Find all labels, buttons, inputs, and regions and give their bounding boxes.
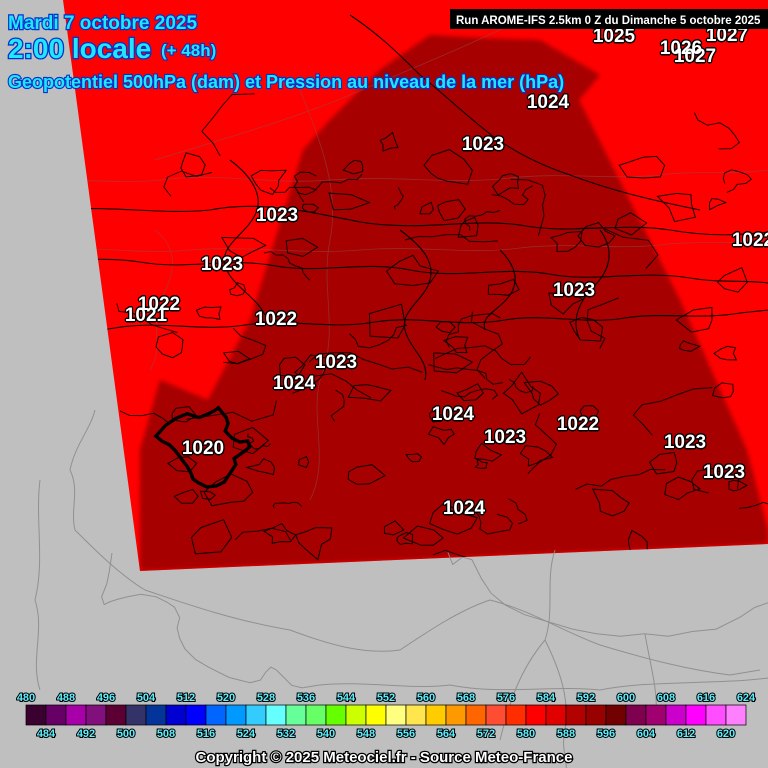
svg-text:616: 616 (697, 692, 715, 704)
svg-text:1023: 1023 (703, 462, 745, 483)
svg-text:488: 488 (57, 692, 75, 704)
svg-text:520: 520 (217, 692, 235, 704)
svg-text:528: 528 (257, 692, 275, 704)
svg-text:532: 532 (277, 728, 295, 740)
svg-text:516: 516 (197, 728, 215, 740)
svg-text:592: 592 (577, 692, 595, 704)
svg-text:512: 512 (177, 692, 195, 704)
svg-text:500: 500 (117, 728, 135, 740)
svg-text:624: 624 (737, 692, 756, 704)
svg-text:604: 604 (637, 728, 656, 740)
svg-text:1022: 1022 (732, 230, 768, 251)
svg-text:1023: 1023 (664, 432, 706, 453)
svg-text:572: 572 (477, 728, 495, 740)
svg-text:508: 508 (157, 728, 175, 740)
svg-text:540: 540 (317, 728, 335, 740)
svg-text:Run AROME-IFS 2.5km 0 Z du Dim: Run AROME-IFS 2.5km 0 Z du Dimanche 5 oc… (456, 15, 761, 27)
svg-text:1024: 1024 (432, 404, 475, 425)
svg-text:1023: 1023 (256, 205, 298, 226)
svg-text:608: 608 (657, 692, 675, 704)
svg-text:580: 580 (517, 728, 535, 740)
svg-text:548: 548 (357, 728, 375, 740)
svg-text:1025: 1025 (593, 26, 636, 47)
svg-text:1022: 1022 (255, 309, 297, 330)
svg-text:1027: 1027 (674, 46, 716, 67)
svg-text:536: 536 (297, 692, 315, 704)
svg-text:1023: 1023 (315, 352, 357, 373)
svg-text:1021: 1021 (125, 305, 168, 326)
svg-text:588: 588 (557, 728, 575, 740)
svg-text:544: 544 (337, 692, 356, 704)
svg-text:576: 576 (497, 692, 515, 704)
svg-text:484: 484 (37, 728, 56, 740)
svg-text:600: 600 (617, 692, 635, 704)
svg-text:596: 596 (597, 728, 615, 740)
svg-text:(+ 48h): (+ 48h) (161, 41, 216, 60)
svg-text:492: 492 (77, 728, 95, 740)
svg-text:1024: 1024 (443, 498, 486, 519)
svg-text:Copyright © 2025 Meteociel.fr: Copyright © 2025 Meteociel.fr - Source M… (196, 749, 573, 766)
svg-text:1023: 1023 (201, 254, 243, 275)
svg-text:564: 564 (437, 728, 456, 740)
svg-text:1023: 1023 (553, 280, 595, 301)
svg-text:556: 556 (397, 728, 415, 740)
svg-text:1023: 1023 (484, 427, 526, 448)
svg-text:480: 480 (17, 692, 35, 704)
svg-text:Mardi 7 octobre 2025: Mardi 7 octobre 2025 (8, 13, 197, 34)
svg-text:620: 620 (717, 728, 735, 740)
svg-text:1022: 1022 (557, 414, 599, 435)
svg-text:552: 552 (377, 692, 395, 704)
svg-text:1020: 1020 (182, 438, 224, 459)
svg-text:584: 584 (537, 692, 556, 704)
svg-text:2:00 locale: 2:00 locale (8, 33, 151, 64)
svg-text:504: 504 (137, 692, 156, 704)
svg-text:1024: 1024 (527, 92, 570, 113)
svg-text:1023: 1023 (462, 134, 504, 155)
svg-text:568: 568 (457, 692, 475, 704)
svg-text:560: 560 (417, 692, 435, 704)
svg-text:1024: 1024 (273, 373, 316, 394)
svg-text:612: 612 (677, 728, 695, 740)
svg-text:524: 524 (237, 728, 256, 740)
svg-text:496: 496 (97, 692, 115, 704)
svg-text:Geopotentiel 500hPa (dam) et P: Geopotentiel 500hPa (dam) et Pression au… (8, 72, 564, 92)
